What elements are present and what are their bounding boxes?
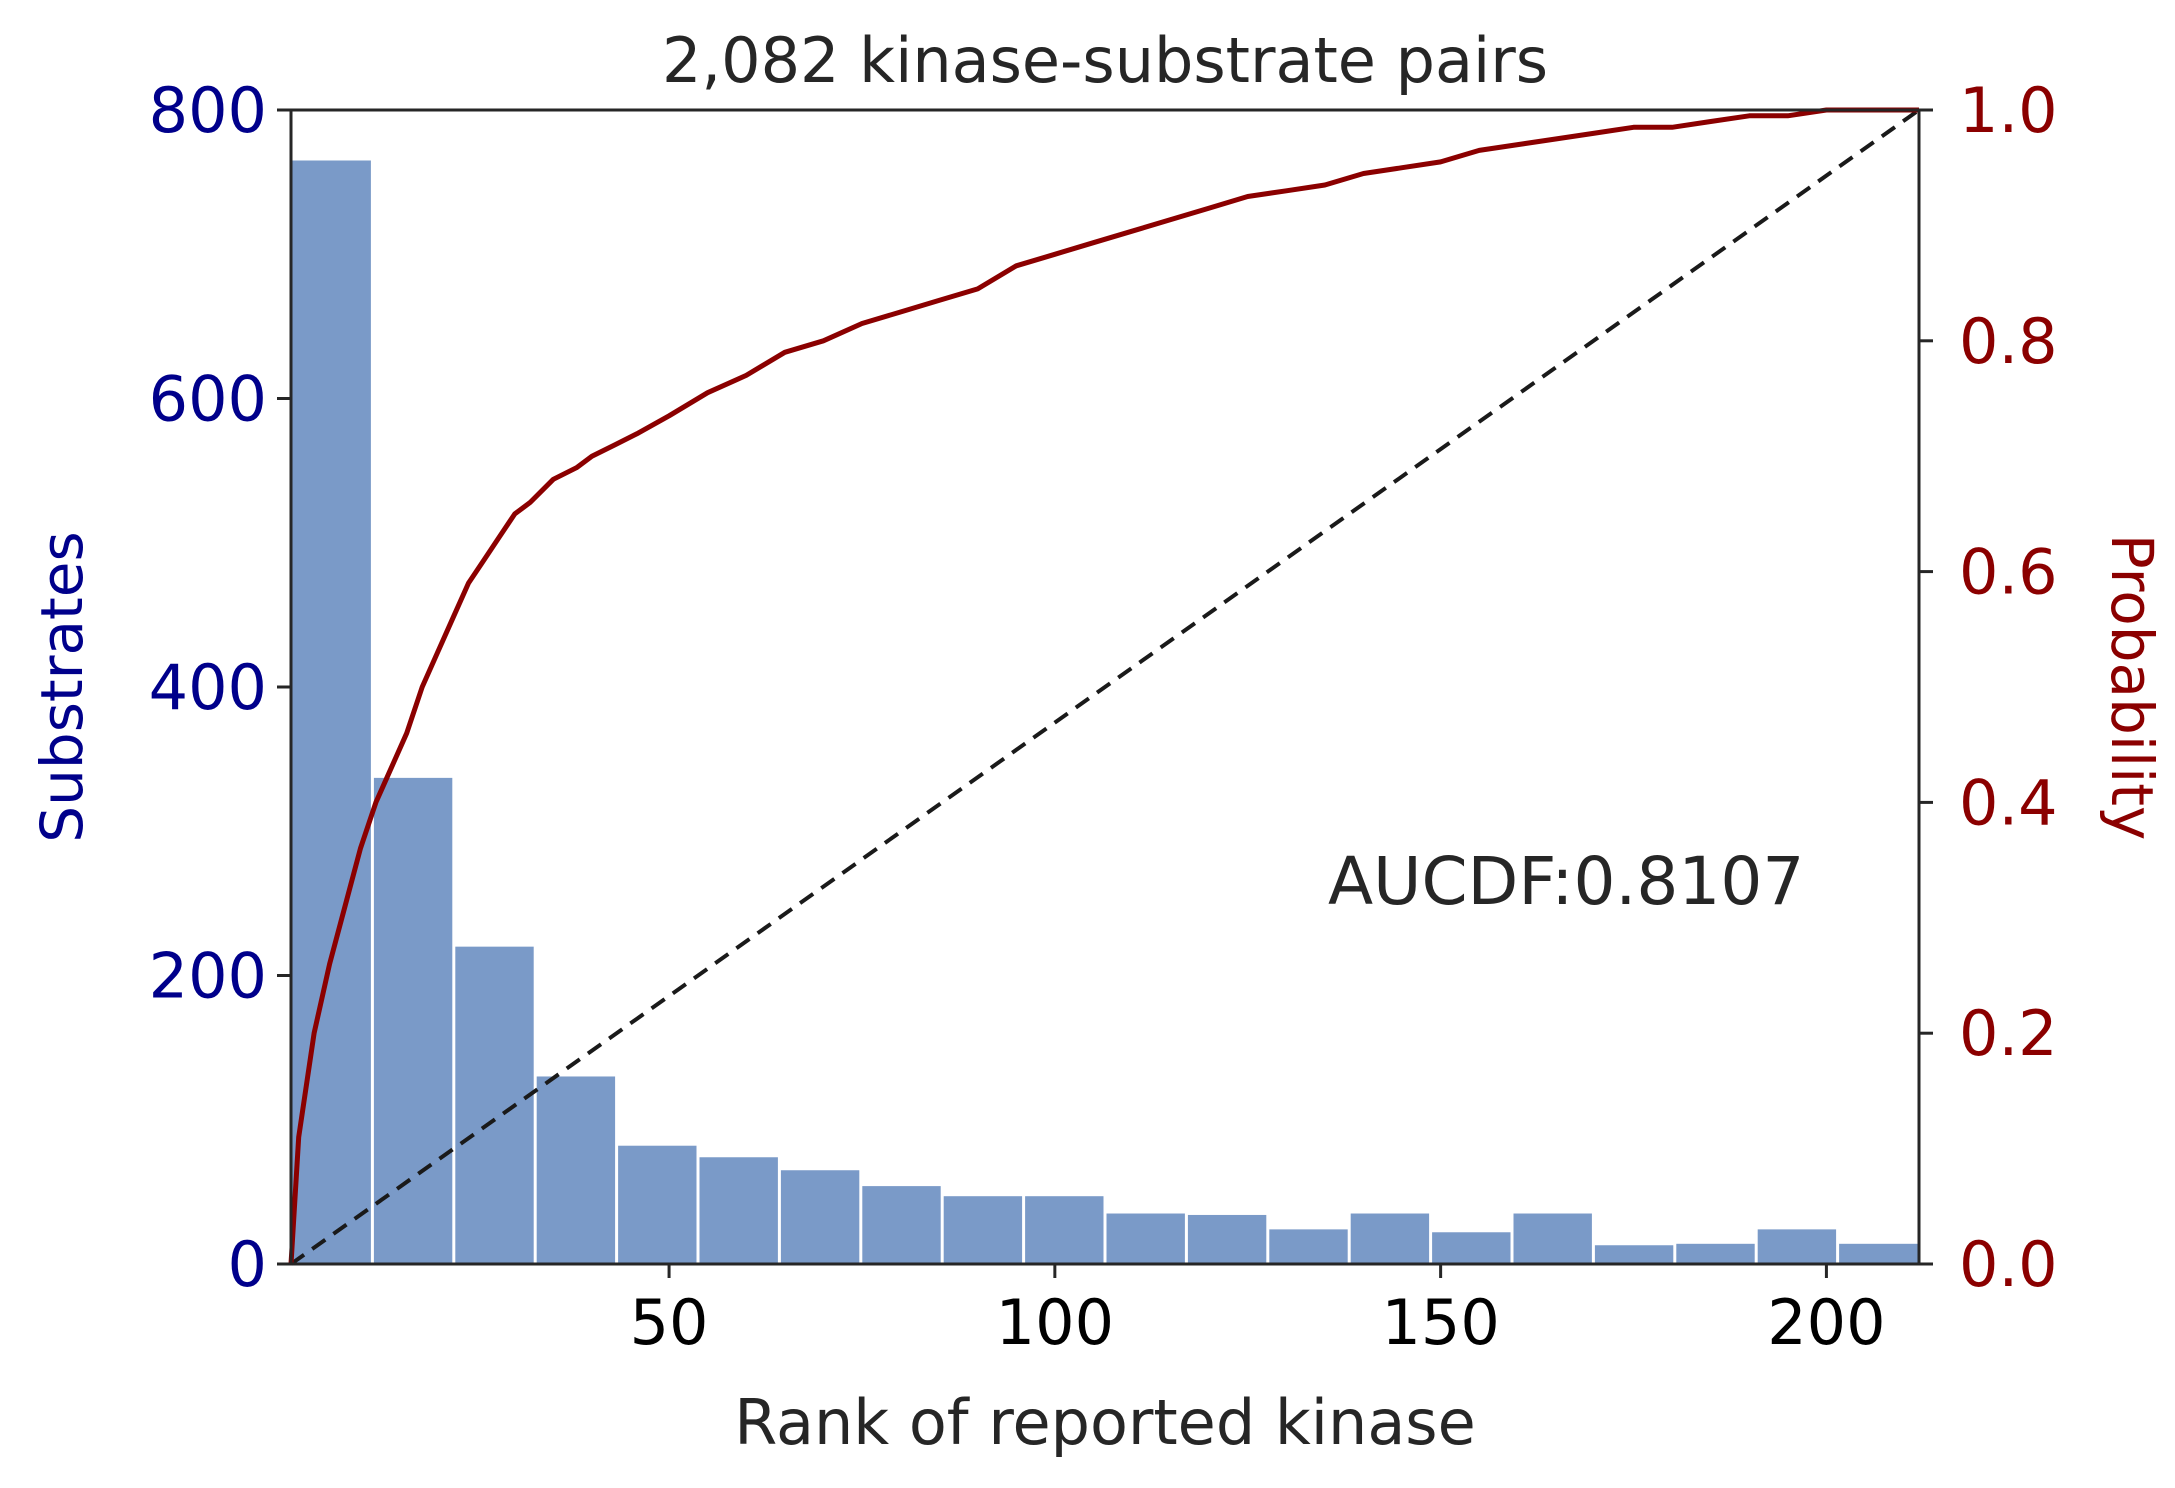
histogram-bar	[1106, 1213, 1185, 1264]
histogram-bar	[943, 1196, 1023, 1264]
histogram-bar	[455, 946, 534, 1264]
x-tick-label: 200	[1767, 1286, 1885, 1359]
histogram-bar	[1513, 1213, 1592, 1264]
histogram-bar	[1757, 1229, 1837, 1264]
histogram-bar	[699, 1157, 778, 1264]
histogram-bar	[1432, 1232, 1511, 1264]
x-tick-label: 50	[630, 1286, 709, 1359]
x-tick-label: 150	[1381, 1286, 1499, 1359]
histogram-bar	[1269, 1229, 1348, 1264]
histogram-bar	[1187, 1214, 1267, 1264]
auc-annotation: AUCDF:0.8107	[1328, 843, 1804, 920]
histogram-bar	[1594, 1245, 1674, 1264]
histogram-bar	[1025, 1196, 1104, 1264]
chart-title: 2,082 kinase-substrate pairs	[662, 24, 1548, 97]
y2-tick-label: 0.0	[1959, 1228, 2058, 1301]
x-tick-label: 100	[996, 1286, 1114, 1359]
histogram-bar	[618, 1145, 697, 1264]
y2-tick-label: 0.4	[1959, 766, 2058, 839]
histogram-bar	[1839, 1243, 1918, 1264]
x-axis-label: Rank of reported kinase	[734, 1386, 1476, 1459]
histogram-bars	[292, 160, 1918, 1264]
histogram-bar	[1350, 1213, 1430, 1264]
y2-tick-label: 0.8	[1959, 305, 2058, 378]
y-axis-label: Substrates	[28, 531, 96, 842]
y-tick-label: 0	[228, 1228, 267, 1301]
line-series	[288, 107, 1921, 1266]
histogram-bar	[373, 777, 453, 1264]
axis-ticks: 0 200 400 600 800 0.0 0.2 0.4 0.6 0.8 1.0 50 100 150 2…	[149, 74, 2058, 1359]
histogram-bar	[780, 1170, 860, 1264]
cdf-line	[288, 107, 1919, 1265]
y-tick-label: 800	[149, 74, 267, 147]
histogram-bar	[862, 1186, 941, 1264]
y-tick-label: 600	[149, 363, 267, 436]
y2-tick-label: 0.6	[1959, 536, 2058, 609]
y2-axis-label: Probability	[2098, 534, 2166, 841]
y2-tick-label: 0.2	[1959, 997, 2058, 1070]
diagonal-reference-line	[289, 108, 1921, 1266]
y-tick-label: 400	[149, 651, 267, 724]
y2-tick-label: 1.0	[1959, 74, 2058, 147]
y-tick-label: 200	[149, 940, 267, 1013]
histogram-bar	[536, 1076, 616, 1264]
histogram-bar	[1676, 1243, 1755, 1264]
